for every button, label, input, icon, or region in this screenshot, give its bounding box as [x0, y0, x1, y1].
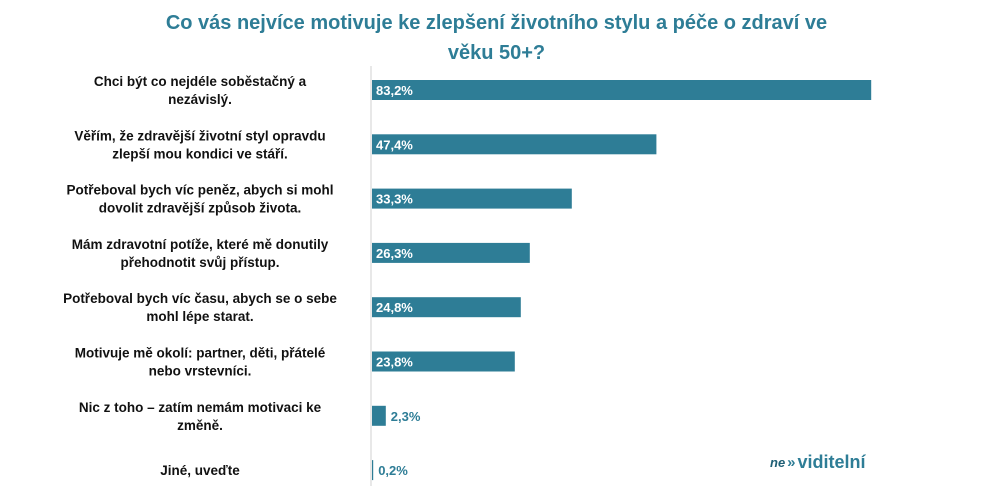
bar-value-label-3: 33,3% — [376, 192, 413, 207]
category-label-6: Motivuje mě okolí: partner, děti, přátel… — [75, 346, 326, 379]
brand-prefix: ne — [770, 455, 786, 470]
category-label-3: Potřeboval bych víc peněz, abych si mohl… — [66, 183, 333, 216]
category-label-1: Chci být co nejdéle soběstačný a nezávisl… — [94, 74, 307, 107]
bar-value-label-4: 26,3% — [376, 246, 413, 261]
bar-5 — [372, 297, 521, 318]
bar-1 — [372, 80, 872, 100]
category-label-5: Potřeboval bych víc času, abych se o seb… — [63, 291, 337, 324]
category-label-7: Nic z toho – zatím nemám motivaci ke změn… — [79, 400, 322, 433]
bar-6 — [372, 351, 515, 372]
brand-arrows-icon: » — [787, 454, 796, 471]
brand-logo: ne » viditelní — [770, 452, 866, 473]
bar-value-label-8: 0,2% — [378, 463, 408, 478]
bar-8 — [372, 460, 374, 481]
category-label-8: Jiné, uveďte — [160, 463, 240, 478]
bar-4 — [372, 242, 530, 263]
bar-value-label-2: 47,4% — [376, 137, 413, 152]
bar-value-label-1: 83,2% — [376, 83, 413, 98]
brand-name: viditelní — [797, 452, 866, 472]
bar-value-label-6: 23,8% — [376, 355, 413, 370]
bar-3 — [372, 188, 572, 209]
category-label-4: Mám zdravotní potíže, které mě donutily p… — [72, 237, 329, 270]
bar-2 — [372, 134, 657, 155]
bar-value-label-7: 2,3% — [391, 409, 421, 424]
bar-7 — [372, 405, 386, 426]
bar-value-label-5: 24,8% — [376, 300, 413, 315]
category-label-2: Věřím, že zdravější životní styl opravdu… — [74, 128, 325, 161]
chart-title: Co vás nejvíce motivuje ke zlepšení živo… — [165, 12, 828, 64]
